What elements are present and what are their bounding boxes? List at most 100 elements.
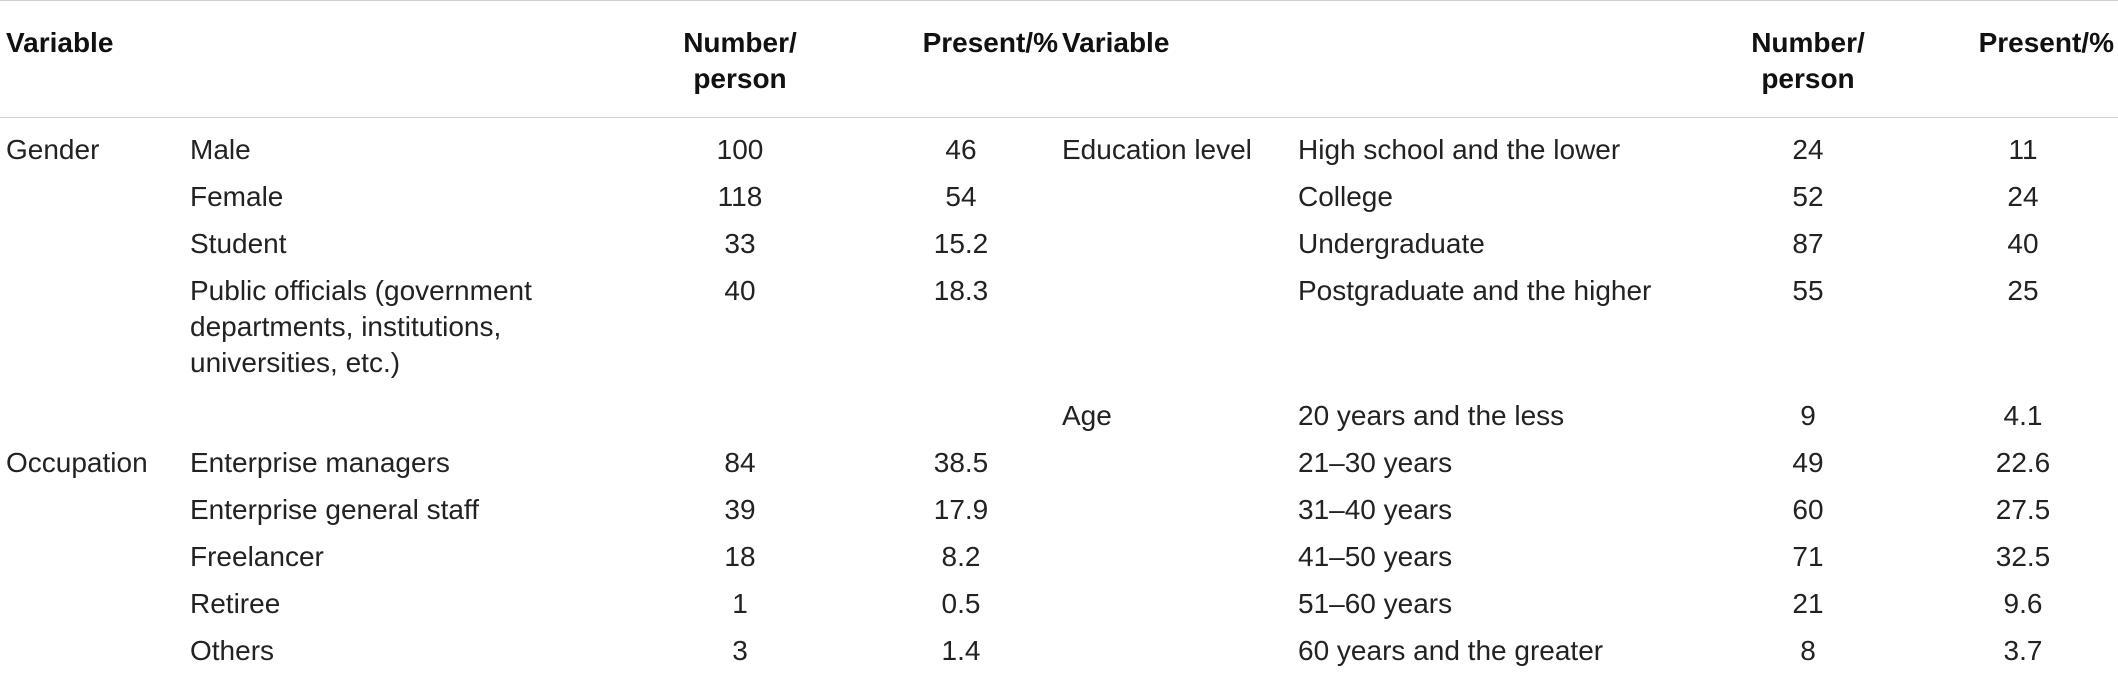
- left-category: Others: [190, 635, 275, 666]
- left-number: 118: [717, 181, 763, 212]
- header-row: Variable Number/person Present/% Variabl…: [0, 0, 2118, 118]
- right-category: High school and the lower: [1298, 134, 1621, 165]
- left-number: 18: [724, 541, 756, 572]
- right-number: 52: [1792, 181, 1824, 212]
- header-variable-left: Variable: [6, 27, 114, 58]
- left-category-line2: departments, institutions,: [190, 311, 502, 342]
- right-percent: 3.7: [2003, 635, 2043, 666]
- table-row: Freelancer 18 8.2 41–50 years 71 32.5: [0, 539, 2118, 586]
- left-category: Retiree: [190, 588, 281, 619]
- left-percent: 54: [945, 181, 977, 212]
- right-category: College: [1298, 181, 1393, 212]
- left-percent: 0.5: [941, 588, 981, 619]
- right-variable: Age: [1062, 400, 1112, 431]
- left-variable: [0, 586, 190, 633]
- right-percent: 25: [2007, 275, 2039, 306]
- left-percent: 15.2: [933, 228, 989, 259]
- right-percent: 4.1: [2003, 400, 2043, 431]
- right-number: 49: [1792, 447, 1824, 478]
- left-percent: [820, 398, 1062, 445]
- left-number: [660, 398, 820, 445]
- header-present-right: Present/%: [1978, 27, 2114, 58]
- left-percent: 8.2: [941, 541, 981, 572]
- header-number-right: Number/person: [1728, 1, 1888, 118]
- left-category-line1: Public officials (government: [190, 275, 532, 306]
- right-percent: 22.6: [1995, 447, 2051, 478]
- left-category-line3: universities, etc.): [190, 347, 401, 378]
- table-row: Public officials (government departments,…: [0, 273, 2118, 398]
- left-category: Female: [190, 181, 284, 212]
- right-variable: [1062, 539, 1298, 586]
- table-row: Student 33 15.2 Undergraduate 87 40: [0, 226, 2118, 273]
- right-percent: 32.5: [1995, 541, 2051, 572]
- right-category: 31–40 years: [1298, 494, 1453, 525]
- left-variable: [0, 539, 190, 586]
- left-number: 40: [724, 275, 756, 306]
- right-variable: [1062, 586, 1298, 633]
- right-variable: [1062, 445, 1298, 492]
- right-variable: [1062, 492, 1298, 539]
- right-category: 20 years and the less: [1298, 400, 1565, 431]
- left-variable: Gender: [6, 134, 100, 165]
- left-variable: [0, 398, 190, 445]
- left-percent: 18.3: [933, 275, 989, 306]
- header-number-left-line1: Number/: [683, 27, 797, 58]
- left-category: Public officials (government departments,…: [190, 273, 660, 398]
- left-number: 39: [724, 494, 756, 525]
- header-number-right-line1: Number/: [1751, 27, 1865, 58]
- right-number: 60: [1792, 494, 1824, 525]
- right-category: 60 years and the greater: [1298, 635, 1604, 666]
- header-number-right-line2: person: [1761, 63, 1855, 94]
- left-category: Male: [190, 134, 251, 165]
- right-number: 55: [1792, 275, 1824, 306]
- right-number: 71: [1792, 541, 1824, 572]
- table-row: Female 118 54 College 52 24: [0, 179, 2118, 226]
- right-number: 24: [1792, 134, 1824, 165]
- left-percent: 1.4: [941, 635, 981, 666]
- right-variable: [1062, 633, 1298, 669]
- right-category: Postgraduate and the higher: [1298, 275, 1652, 306]
- header-variable-right: Variable: [1062, 27, 1170, 58]
- left-number: 3: [732, 635, 748, 666]
- table-body: Gender Male 100 46 Education level High …: [0, 118, 2118, 670]
- left-percent: 17.9: [933, 494, 989, 525]
- header-number-left: Number/person: [660, 1, 820, 118]
- right-number: 8: [1800, 635, 1816, 666]
- table-row: Retiree 1 0.5 51–60 years 21 9.6: [0, 586, 2118, 633]
- table-row: Occupation Enterprise managers 84 38.5 2…: [0, 445, 2118, 492]
- left-percent: 38.5: [933, 447, 989, 478]
- left-variable: [0, 492, 190, 539]
- left-number: 84: [724, 447, 756, 478]
- right-variable: [1062, 273, 1298, 398]
- right-variable: [1062, 179, 1298, 226]
- right-number: 87: [1792, 228, 1824, 259]
- left-category: Enterprise managers: [190, 447, 450, 478]
- table-header: Variable Number/person Present/% Variabl…: [0, 0, 2118, 118]
- right-number: 21: [1792, 588, 1824, 619]
- left-variable: [0, 273, 190, 398]
- left-variable: [0, 226, 190, 273]
- table-row: Enterprise general staff 39 17.9 31–40 y…: [0, 492, 2118, 539]
- right-percent: 24: [2007, 181, 2039, 212]
- right-category: 41–50 years: [1298, 541, 1453, 572]
- left-variable: [0, 179, 190, 226]
- right-percent: 40: [2007, 228, 2039, 259]
- left-variable: [0, 633, 190, 669]
- right-variable: [1062, 226, 1298, 273]
- right-number: 9: [1800, 400, 1816, 431]
- right-variable: Education level: [1062, 134, 1252, 165]
- left-number: 1: [732, 588, 748, 619]
- table-row: Gender Male 100 46 Education level High …: [0, 118, 2118, 180]
- table-row: Age 20 years and the less 9 4.1: [0, 398, 2118, 445]
- table-row: Others 3 1.4 60 years and the greater 8 …: [0, 633, 2118, 669]
- right-category: 21–30 years: [1298, 447, 1453, 478]
- header-present-left: Present/%: [922, 27, 1058, 58]
- right-category: 51–60 years: [1298, 588, 1453, 619]
- header-number-left-line2: person: [693, 63, 787, 94]
- right-percent: 27.5: [1995, 494, 2051, 525]
- left-category: Student: [190, 228, 287, 259]
- left-percent: 46: [945, 134, 977, 165]
- right-category: Undergraduate: [1298, 228, 1485, 259]
- left-category: Enterprise general staff: [190, 494, 479, 525]
